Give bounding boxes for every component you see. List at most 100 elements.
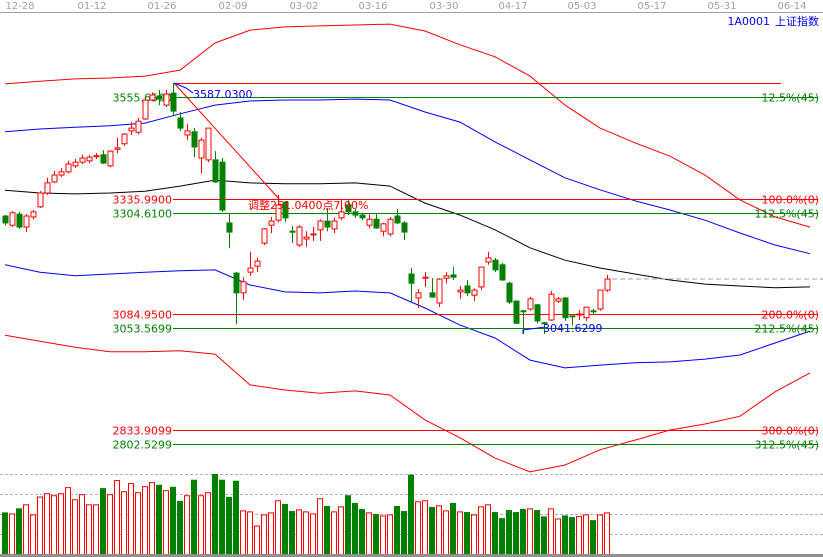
candle-body — [65, 163, 72, 173]
candle — [58, 168, 65, 177]
adjust-trend-line — [173, 82, 281, 201]
candle-body — [30, 211, 37, 218]
candle-body — [51, 174, 58, 183]
volume-bar — [142, 486, 148, 556]
volume-bar — [86, 504, 92, 556]
candle — [457, 285, 464, 299]
candle-body — [450, 274, 457, 278]
candle — [576, 309, 583, 321]
fib-price-label: 2833.9099 — [113, 425, 173, 438]
candle — [205, 127, 212, 163]
candle — [114, 137, 121, 153]
volume-bar — [401, 511, 407, 556]
candle-body — [37, 192, 44, 208]
candle-body — [261, 228, 268, 244]
candle — [93, 152, 100, 159]
volume-bar — [569, 517, 575, 556]
candle-body — [324, 220, 331, 228]
volume-bar — [457, 511, 463, 556]
candle — [226, 212, 233, 249]
candle — [254, 257, 261, 273]
candle — [373, 214, 380, 229]
candle — [128, 122, 135, 136]
candle — [233, 272, 240, 325]
date-tick: 03-02 — [289, 1, 318, 12]
candle-body — [513, 300, 520, 324]
volume-bar — [226, 496, 232, 556]
candle-body — [247, 267, 254, 273]
candle — [23, 214, 30, 233]
candle-body — [499, 264, 506, 281]
candle-body — [282, 201, 289, 219]
candle-body — [387, 218, 394, 235]
volume-bar — [184, 495, 190, 556]
fib-price-label: 3335.9900 — [113, 194, 173, 207]
candle-body — [177, 117, 184, 129]
candle — [338, 199, 345, 221]
candle — [506, 281, 513, 304]
candle-body — [254, 260, 261, 267]
candle-body — [198, 139, 205, 159]
candle — [485, 251, 492, 265]
volume-bar — [436, 505, 442, 556]
candle — [212, 151, 219, 183]
fib-percent-label: 112.5%(45) — [754, 208, 819, 221]
candle — [604, 274, 611, 292]
volume-bar — [590, 520, 596, 556]
candle — [261, 227, 268, 246]
candle-body — [275, 204, 282, 221]
volume-bar — [345, 495, 351, 556]
candle-body — [534, 304, 541, 322]
volume-bar — [16, 508, 22, 556]
volume-bar — [478, 506, 484, 556]
candle — [282, 200, 289, 222]
candle — [422, 272, 429, 287]
candle — [436, 278, 443, 308]
volume-bar — [268, 512, 274, 556]
volume-bar — [191, 479, 197, 556]
volume-bar — [247, 511, 253, 556]
candle-body — [373, 218, 380, 229]
candle-body — [163, 93, 170, 106]
volume-bar — [177, 500, 183, 556]
bottom-scrollbar[interactable] — [0, 554, 823, 557]
candle — [331, 217, 338, 234]
security-code: 1A0001 — [727, 15, 770, 28]
candle — [415, 289, 422, 309]
volume-bar — [527, 508, 533, 556]
fib-percent-label: 200.0%(0) — [761, 309, 819, 322]
volume-bar — [219, 479, 225, 556]
candle — [44, 177, 51, 195]
candle-body — [506, 282, 513, 303]
candle — [275, 194, 282, 222]
volume-bar — [443, 510, 449, 556]
volume-bar — [240, 510, 246, 556]
candle-body — [338, 211, 345, 219]
volume-bar — [65, 487, 71, 556]
date-tick: 01-26 — [147, 1, 176, 12]
candle — [387, 216, 394, 237]
date-tick: 01-12 — [77, 1, 106, 12]
volume-bar — [604, 512, 610, 556]
volume-bar — [170, 486, 176, 556]
candle — [429, 278, 436, 298]
candle-body — [44, 182, 51, 194]
candle-body — [121, 133, 128, 145]
candle-body — [590, 310, 597, 313]
candle — [184, 123, 191, 141]
fib-price-label: 3053.5699 — [113, 323, 173, 336]
volume-bar — [471, 514, 477, 556]
volume-bar — [135, 492, 141, 556]
candle-body — [443, 275, 450, 279]
candle — [177, 112, 184, 131]
volume-bar — [93, 504, 99, 556]
candle-body — [408, 273, 415, 284]
band-line — [4, 264, 811, 369]
candle — [2, 215, 9, 226]
volume-bar — [520, 509, 526, 556]
candle-body — [457, 289, 464, 293]
volume-bar — [44, 493, 50, 556]
volume-bar — [205, 492, 211, 556]
candle — [51, 170, 58, 183]
candle-body — [359, 214, 366, 219]
